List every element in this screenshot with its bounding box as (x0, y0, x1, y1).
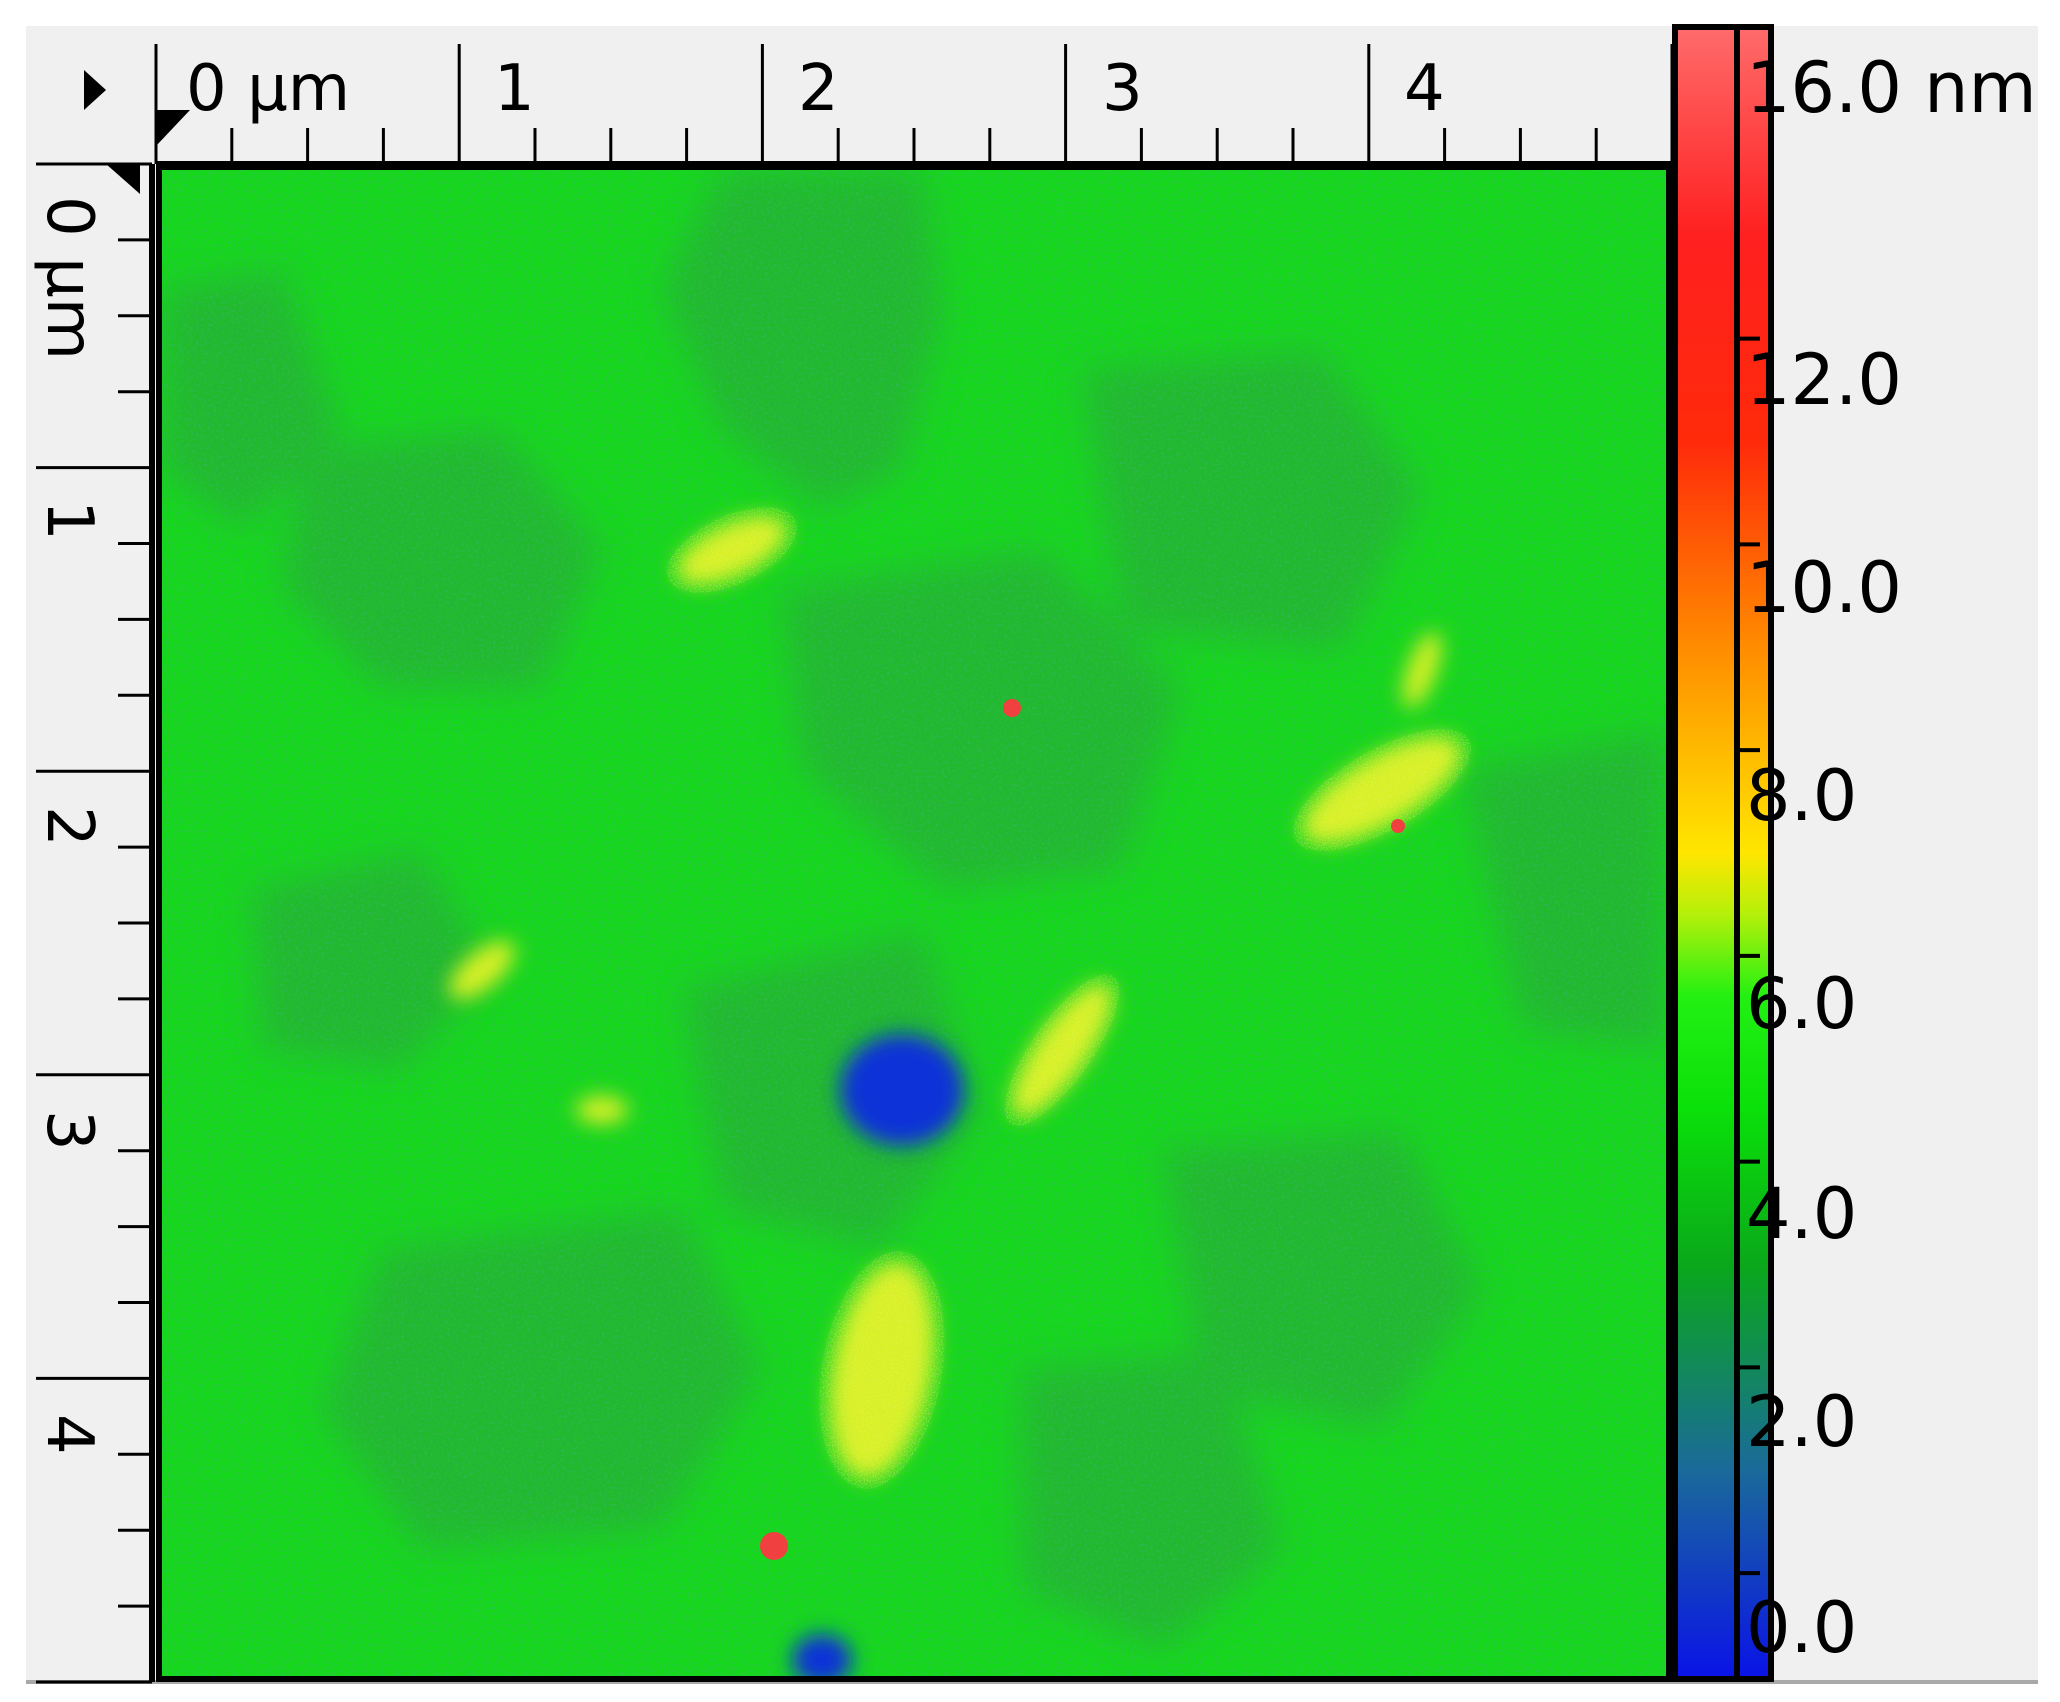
colorbar-label-10: 10.0 (1746, 547, 1902, 629)
colorbar-divider (1734, 24, 1740, 1682)
y-tick-label-2: 2 (32, 806, 106, 847)
y-axis-unit-label: 0 µm (32, 196, 106, 360)
x-tick-label-1: 1 (494, 52, 535, 126)
height-colorbar (1672, 24, 1774, 1682)
colorbar-label-8: 8.0 (1746, 755, 1857, 837)
panel-bottom-border (26, 1680, 2038, 1684)
y-tick-label-4: 4 (32, 1414, 106, 1455)
pit-regions (792, 1034, 964, 1676)
x-tick-label-4: 4 (1404, 52, 1445, 126)
play-arrow-icon[interactable] (84, 70, 106, 110)
y-tick-label-1: 1 (32, 500, 106, 541)
ridge-speckle (666, 507, 1471, 1489)
surface-particles (760, 699, 1405, 1560)
particle-1 (1003, 699, 1021, 717)
y-tick-label-3: 3 (32, 1110, 106, 1151)
x-axis-unit-label: 0 µm (186, 52, 350, 126)
colorbar-label-4: 4.0 (1746, 1173, 1857, 1255)
central-pit (840, 1034, 964, 1146)
colorbar-label-6: 6.0 (1746, 963, 1857, 1045)
particle-2 (760, 1532, 788, 1560)
bottom-pit (792, 1634, 852, 1676)
x-axis-origin-marker (156, 110, 190, 146)
y-axis-origin-marker (106, 164, 140, 194)
afm-height-image[interactable] (156, 164, 1672, 1682)
colorbar-label-2: 2.0 (1746, 1381, 1857, 1463)
colorbar-max-label: 16.0 nm (1746, 47, 2037, 129)
colorbar-label-12: 12.0 (1746, 339, 1902, 421)
y-axis-ruler: 0 µm 1 2 3 4 (32, 162, 155, 1684)
colorbar-label-0: 0.0 (1746, 1587, 1857, 1669)
x-tick-label-2: 2 (798, 52, 839, 126)
particle-3 (1391, 819, 1405, 833)
height-map (162, 170, 1666, 1676)
x-tick-label-3: 3 (1102, 52, 1143, 126)
